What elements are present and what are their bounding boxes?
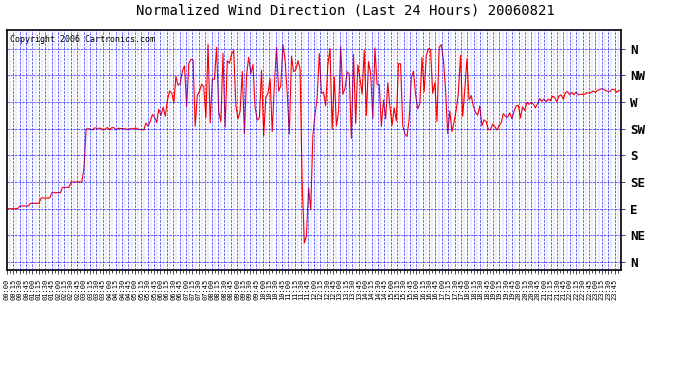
Text: Copyright 2006 Cartronics.com: Copyright 2006 Cartronics.com	[10, 35, 155, 44]
Text: Normalized Wind Direction (Last 24 Hours) 20060821: Normalized Wind Direction (Last 24 Hours…	[136, 4, 554, 18]
